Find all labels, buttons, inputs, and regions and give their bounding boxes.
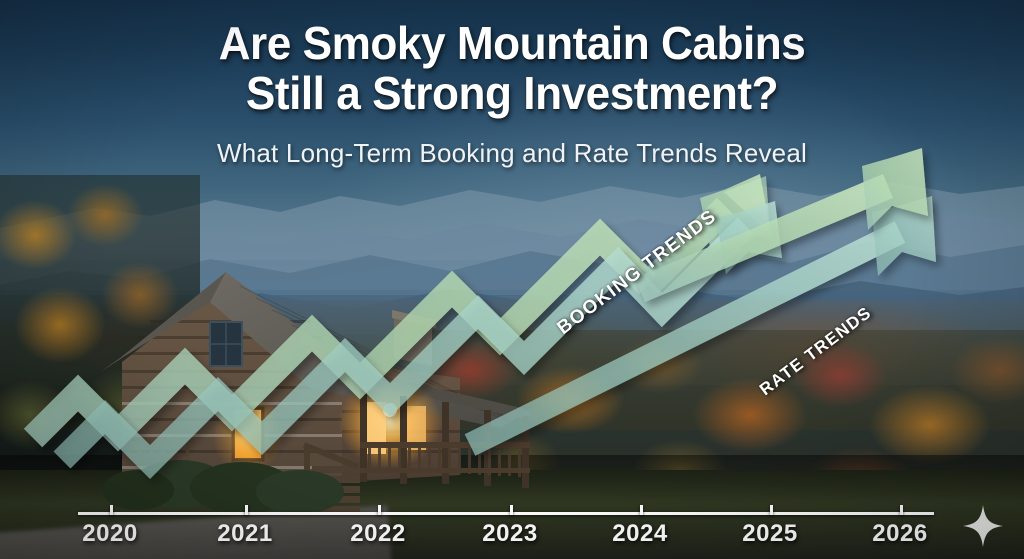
timeline-year-2023: 2023 xyxy=(482,520,538,547)
booking-trends-arrow-extension xyxy=(634,148,928,302)
four-point-star-icon xyxy=(963,505,1003,547)
timeline-tick-2022 xyxy=(378,505,381,515)
headline-line-1: Are Smoky Mountain Cabins xyxy=(218,17,806,69)
timeline-year-2024: 2024 xyxy=(612,520,668,547)
rate-trends-arrow-extension xyxy=(464,196,936,456)
page-subtitle: What Long-Term Booking and Rate Trends R… xyxy=(217,138,807,168)
timeline-year-2026: 2026 xyxy=(872,520,928,547)
timeline-year-2022: 2022 xyxy=(350,520,406,547)
timeline-tick-2021 xyxy=(245,505,248,515)
timeline-year-2025: 2025 xyxy=(742,520,798,547)
timeline-tick-2026 xyxy=(900,505,903,515)
headline-line-2: Still a Strong Investment? xyxy=(245,67,779,119)
timeline-tick-2023 xyxy=(510,505,513,515)
log-cabin-photo xyxy=(60,270,530,520)
page-title: Are Smoky Mountain Cabins Still a Strong… xyxy=(0,18,1024,118)
timeline-year-2020: 2020 xyxy=(82,520,138,547)
timeline-year-2021: 2021 xyxy=(217,520,273,547)
timeline-tick-2025 xyxy=(770,505,773,515)
timeline-tick-2024 xyxy=(640,505,643,515)
timeline-tick-2020 xyxy=(110,505,113,515)
timeline-axis xyxy=(78,512,934,515)
